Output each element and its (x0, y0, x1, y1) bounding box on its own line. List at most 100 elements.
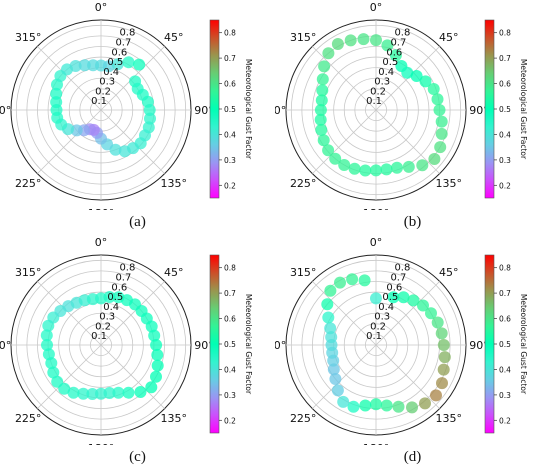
data-point (428, 153, 441, 165)
data-point (419, 397, 431, 410)
theta-grid-line (37, 344, 102, 409)
r-tick-label: 0.4 (378, 67, 394, 78)
theta-tick-label: 45° (439, 266, 459, 279)
colorbar-tick-label: 0.2 (224, 416, 236, 425)
theta-grid-line (37, 109, 102, 174)
r-tick-label: 0.3 (99, 312, 115, 323)
theta-tick-label: 45° (164, 31, 184, 44)
data-point (436, 377, 448, 390)
r-tick-label: 0.4 (103, 302, 119, 313)
data-point (358, 274, 371, 287)
data-point (145, 381, 158, 394)
theta-tick-label: 270° (275, 339, 286, 352)
theta-tick-label: 180° (88, 207, 115, 210)
data-point (331, 38, 344, 50)
theta-tick-label: 225° (15, 177, 42, 190)
data-point (348, 162, 361, 175)
theta-tick-label: 180° (363, 442, 390, 445)
data-point (40, 329, 53, 342)
colorbar (209, 254, 220, 434)
colorbar-tick-label: 0.5 (499, 105, 511, 114)
data-point (324, 322, 337, 335)
colorbar (484, 19, 495, 199)
r-tick-label: 0.3 (374, 77, 390, 88)
data-point (145, 320, 158, 333)
theta-tick-label: 45° (439, 31, 459, 44)
data-point (122, 56, 135, 69)
data-point (346, 273, 359, 286)
data-point (67, 386, 80, 399)
data-point (389, 49, 402, 62)
data-point (42, 348, 55, 361)
panel-d: 0.10.20.30.40.50.60.70.80°45°90°135°180°… (275, 235, 550, 470)
colorbar-tick-label: 0.4 (499, 365, 511, 374)
data-point (111, 58, 124, 71)
colorbar-tick-label: 0.8 (499, 264, 511, 273)
data-point (370, 398, 382, 411)
data-point (431, 316, 444, 329)
data-point (86, 388, 99, 400)
data-point (430, 389, 442, 402)
data-point (151, 348, 164, 361)
data-point (315, 94, 328, 107)
r-tick-label: 0.4 (378, 302, 394, 313)
theta-tick-label: 135° (161, 177, 188, 190)
data-point (329, 152, 342, 165)
r-tick-label: 0.2 (95, 86, 111, 97)
data-point (150, 370, 162, 383)
r-tick-label: 0.6 (111, 282, 127, 293)
colorbar-tick-label: 0.3 (499, 156, 511, 165)
data-point (151, 359, 164, 372)
data-point (344, 34, 357, 47)
colorbar-tick-label: 0.2 (499, 416, 511, 425)
theta-grid-line (37, 46, 102, 111)
data-point (437, 363, 450, 376)
data-point (407, 294, 420, 307)
data-point (338, 159, 351, 171)
data-point (134, 386, 147, 398)
colorbar-tick-label: 0.7 (499, 289, 511, 298)
colorbar-tick-label: 0.8 (224, 29, 236, 38)
data-point (118, 145, 131, 158)
r-tick-label: 0.4 (103, 67, 119, 78)
data-point (316, 73, 329, 86)
theta-grid-line (100, 344, 165, 409)
r-tick-label: 0.3 (99, 77, 115, 88)
panel-label-c: (c) (129, 449, 146, 465)
colorbar-tick-label: 0.4 (499, 130, 511, 139)
theta-tick-label: 135° (436, 177, 463, 190)
data-point (112, 386, 125, 399)
theta-tick-label: 315° (15, 31, 42, 44)
colorbar-tick-label: 0.7 (224, 54, 236, 63)
colorbar-label: Meteorological Gust Factor (519, 294, 528, 395)
data-point (380, 163, 393, 176)
theta-tick-label: 90° (469, 339, 489, 352)
data-point (438, 351, 451, 364)
data-point (435, 127, 448, 140)
data-point (322, 311, 335, 324)
theta-tick-label: 315° (290, 31, 317, 44)
panel-b: 0.10.20.30.40.50.60.70.80°45°90°135°180°… (275, 0, 550, 235)
data-point (417, 299, 429, 312)
colorbar-tick-label: 0.7 (224, 289, 236, 298)
data-point (419, 75, 432, 88)
data-point (347, 400, 360, 413)
panel-label-d: (d) (403, 449, 422, 465)
data-point (143, 104, 156, 116)
data-point (437, 339, 450, 351)
theta-tick-label: 0° (370, 1, 383, 14)
data-point (427, 83, 440, 95)
colorbar-tick-label: 0.5 (224, 340, 236, 349)
data-point (392, 400, 405, 413)
theta-tick-label: 225° (290, 412, 317, 425)
colorbar-label: Meteorological Gust Factor (244, 59, 253, 160)
theta-tick-label: 270° (275, 104, 286, 117)
data-point (317, 134, 330, 147)
data-point (357, 33, 370, 46)
data-point (324, 284, 337, 297)
theta-tick-label: 90° (194, 104, 214, 117)
colorbar (484, 254, 495, 434)
theta-grid-line (312, 344, 377, 409)
theta-tick-label: 180° (363, 207, 390, 210)
data-point (425, 307, 437, 320)
